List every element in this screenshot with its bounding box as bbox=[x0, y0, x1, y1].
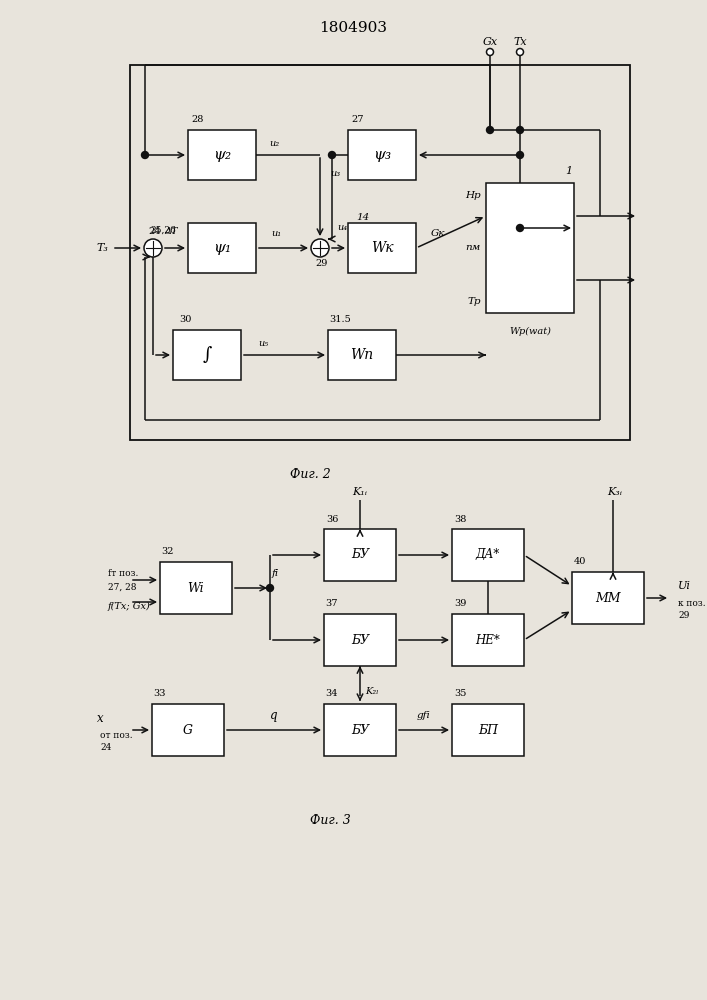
Text: БУ: БУ bbox=[351, 634, 369, 647]
Text: к поз.: к поз. bbox=[678, 598, 706, 607]
Bar bbox=[328, 330, 396, 380]
Text: Wi: Wi bbox=[187, 582, 204, 594]
Circle shape bbox=[141, 151, 148, 158]
Bar bbox=[486, 183, 574, 313]
Bar bbox=[348, 130, 416, 180]
Text: Тр: Тр bbox=[467, 296, 481, 306]
Bar bbox=[188, 223, 256, 273]
Text: x: x bbox=[97, 712, 103, 724]
Circle shape bbox=[517, 225, 523, 232]
Circle shape bbox=[144, 239, 162, 257]
Text: Wп: Wп bbox=[351, 348, 373, 362]
Text: ψ₂: ψ₂ bbox=[213, 148, 231, 162]
Text: K₁ᵢ: K₁ᵢ bbox=[353, 487, 368, 497]
Text: G: G bbox=[183, 724, 193, 736]
Text: 24: 24 bbox=[100, 744, 112, 752]
Circle shape bbox=[486, 48, 493, 55]
Text: 33: 33 bbox=[153, 690, 166, 698]
Text: u₅: u₅ bbox=[258, 338, 268, 348]
Text: 29: 29 bbox=[678, 611, 689, 620]
Text: 31.5: 31.5 bbox=[329, 316, 351, 324]
Text: 35: 35 bbox=[454, 690, 466, 698]
Circle shape bbox=[267, 584, 274, 591]
Bar bbox=[452, 529, 524, 581]
Text: Tx: Tx bbox=[513, 37, 527, 47]
Text: Gк: Gк bbox=[431, 229, 445, 237]
Text: НЕ*: НЕ* bbox=[476, 634, 501, 647]
Text: 38: 38 bbox=[454, 514, 466, 524]
Text: 34: 34 bbox=[326, 690, 338, 698]
Circle shape bbox=[517, 126, 523, 133]
Text: от поз.: от поз. bbox=[100, 730, 133, 740]
Bar bbox=[324, 704, 396, 756]
Text: Wр(wat): Wр(wat) bbox=[509, 326, 551, 336]
Text: БП: БП bbox=[478, 724, 498, 736]
Text: u₁: u₁ bbox=[271, 229, 281, 237]
Text: 14: 14 bbox=[356, 214, 370, 223]
Text: 27: 27 bbox=[352, 115, 364, 124]
Bar bbox=[130, 65, 630, 440]
Text: 27, 28: 27, 28 bbox=[108, 582, 136, 591]
Text: 28: 28 bbox=[192, 115, 204, 124]
Text: q: q bbox=[270, 710, 278, 722]
Text: u₂: u₂ bbox=[269, 138, 279, 147]
Text: Нр: Нр bbox=[465, 190, 481, 200]
Text: gfi: gfi bbox=[417, 712, 431, 720]
Bar bbox=[452, 614, 524, 666]
Text: 1: 1 bbox=[566, 166, 573, 176]
Circle shape bbox=[517, 48, 523, 55]
Text: Фиг. 3: Фиг. 3 bbox=[310, 814, 351, 826]
Text: 40: 40 bbox=[574, 558, 586, 566]
Bar bbox=[452, 704, 524, 756]
Text: fi: fi bbox=[271, 570, 279, 578]
Circle shape bbox=[517, 151, 523, 158]
Bar bbox=[324, 529, 396, 581]
Text: 36: 36 bbox=[326, 514, 338, 524]
Text: 37: 37 bbox=[326, 599, 338, 608]
Text: K₂ₗ: K₂ₗ bbox=[366, 686, 379, 696]
Text: 39: 39 bbox=[454, 599, 466, 608]
Circle shape bbox=[311, 239, 329, 257]
Circle shape bbox=[329, 151, 336, 158]
Bar bbox=[324, 614, 396, 666]
Text: 29: 29 bbox=[316, 259, 328, 268]
Text: fт поз.: fт поз. bbox=[108, 570, 139, 578]
Text: 30: 30 bbox=[179, 316, 191, 324]
Text: Фиг. 2: Фиг. 2 bbox=[290, 468, 330, 482]
Text: ψ₃: ψ₃ bbox=[373, 148, 391, 162]
Text: ψ₁: ψ₁ bbox=[213, 241, 231, 255]
Bar bbox=[160, 562, 232, 614]
Text: Gx: Gx bbox=[482, 37, 498, 47]
Text: 32: 32 bbox=[162, 548, 174, 556]
Text: 25,26: 25,26 bbox=[151, 226, 176, 234]
Text: nм: nм bbox=[466, 243, 481, 252]
Text: Ui: Ui bbox=[678, 581, 691, 591]
Text: K₃ᵢ: K₃ᵢ bbox=[607, 487, 622, 497]
Text: u₄: u₄ bbox=[337, 224, 347, 232]
Text: ΔT: ΔT bbox=[164, 228, 177, 236]
Text: Wк: Wк bbox=[370, 241, 393, 255]
Text: БУ: БУ bbox=[351, 724, 369, 736]
Text: 1804903: 1804903 bbox=[319, 21, 387, 35]
Text: T₃: T₃ bbox=[96, 243, 108, 253]
Bar bbox=[572, 572, 644, 624]
Text: БУ: БУ bbox=[351, 548, 369, 562]
Bar bbox=[152, 704, 224, 756]
Text: u₃: u₃ bbox=[330, 168, 340, 178]
Bar bbox=[348, 223, 416, 273]
Text: ∫: ∫ bbox=[202, 346, 211, 364]
Text: ДА*: ДА* bbox=[476, 548, 500, 562]
Bar bbox=[188, 130, 256, 180]
Text: ММ: ММ bbox=[595, 591, 621, 604]
Text: f(Tx; Gx): f(Tx; Gx) bbox=[108, 601, 151, 611]
Text: 24: 24 bbox=[148, 228, 161, 236]
Circle shape bbox=[486, 126, 493, 133]
Bar bbox=[173, 330, 241, 380]
